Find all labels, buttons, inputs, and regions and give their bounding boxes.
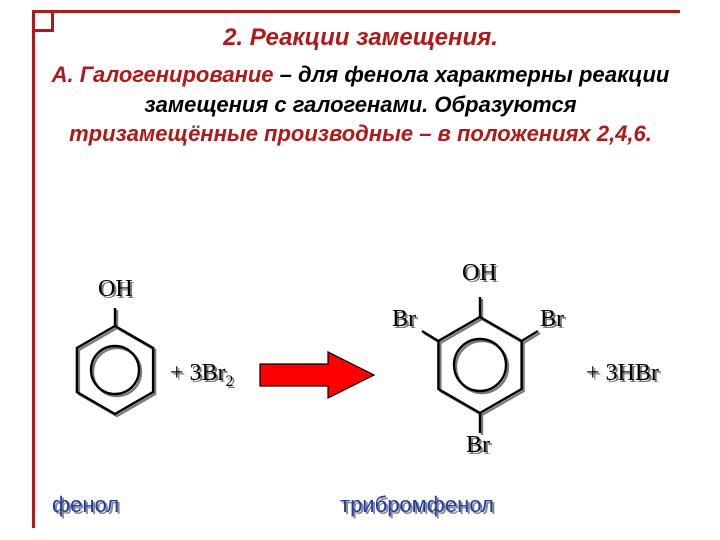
plus-3hbr: + 3HBr bbox=[586, 360, 659, 387]
product-oh-label: OH bbox=[462, 260, 497, 287]
text-content: 2. Реакции замещения. А. Галогенирование… bbox=[48, 20, 673, 149]
plus-3br2-main: + 3Br bbox=[170, 360, 226, 386]
caption-tribromophenol: трибромфенол bbox=[340, 492, 494, 518]
tribromophenol-structure: OH Br Br Br bbox=[400, 270, 560, 465]
phenol-oh-label: OH bbox=[98, 276, 133, 303]
product-br-ortho-right: Br bbox=[540, 306, 564, 333]
phenol-structure: OH bbox=[60, 290, 170, 435]
halogenation-term: А. Галогенирование bbox=[52, 62, 274, 87]
trisub-term: тризамещённые производные – в положениях… bbox=[69, 121, 652, 146]
phenol-svg bbox=[60, 290, 170, 430]
plus-3br2: + 3Br2 bbox=[170, 360, 234, 391]
body-paragraph: А. Галогенирование – для фенола характер… bbox=[48, 60, 673, 149]
section-title: 2. Реакции замещения. bbox=[48, 24, 673, 52]
plus-3br2-sub: 2 bbox=[226, 373, 234, 390]
product-br-ortho-left: Br bbox=[392, 306, 416, 333]
reaction-scheme: OH + 3Br2 bbox=[40, 260, 690, 480]
product-br-para: Br bbox=[466, 432, 490, 459]
reaction-arrow bbox=[258, 350, 378, 405]
caption-phenol: фенол bbox=[52, 492, 119, 518]
arrow-svg bbox=[258, 350, 378, 400]
